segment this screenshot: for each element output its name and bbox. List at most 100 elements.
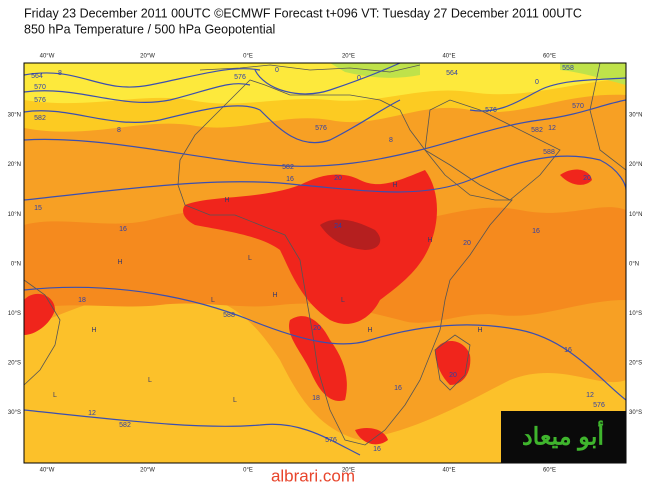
pressure-mark: H [392,182,397,189]
logo-text: أبو ميعاد [522,418,604,451]
contour-label: 12 [586,392,594,399]
pressure-mark: L [233,397,237,404]
pressure-mark: H [224,197,229,204]
contour-label: 16 [119,226,127,233]
contour-label: 570 [34,84,46,91]
contour-label: 12 [88,410,96,417]
contour-label: 582 [34,115,46,122]
contour-label: 576 [234,74,246,81]
lat-label: 10°N [8,212,21,218]
coastline-other [24,64,421,386]
contour-lines [24,63,626,456]
contour-label: 16 [564,347,572,354]
contour-label: 18 [78,297,86,304]
lon-label: 40°W [40,468,55,474]
temp-red [24,169,592,445]
contour-label: 588 [223,312,235,319]
lon-label: 0°E [243,468,253,474]
temp-darkred [320,219,381,250]
lon-label: 20°E [342,54,355,60]
lon-label: 40°E [442,468,455,474]
lat-label: 20°N [8,162,21,168]
pressure-mark: H [367,327,372,334]
contour-label: 576 [34,97,46,104]
contour-label: 588 [543,149,555,156]
contour-label: 12 [548,125,556,132]
pressure-mark: L [148,377,152,384]
lon-label: 40°E [442,54,455,60]
logo-box [501,411,626,463]
contour-label: 576 [485,107,497,114]
contour-label: 582 [282,164,294,171]
contour-label: 582 [531,127,543,134]
lat-label: 0°N [11,261,21,267]
temp-red [183,170,437,324]
lat-label: 0°N [629,261,639,267]
contour-label: 18 [312,395,320,402]
coastline-madagascar [434,334,471,391]
contour-label: 0 [535,79,539,86]
lat-label: 10°N [629,212,642,218]
contour-label: 8 [117,127,121,134]
lon-label: 20°E [342,468,355,474]
contour-label: 0 [275,67,279,74]
contour-label: 564 [446,70,458,77]
lon-label: 40°W [40,54,55,60]
contour-label: 16 [373,446,381,453]
pressure-mark: L [211,297,215,304]
lon-label: 60°E [543,468,556,474]
contour-label: 582 [119,422,131,429]
contour-label: 20 [449,372,457,379]
lat-label: 30°N [8,113,21,119]
pressure-mark: H [477,327,482,334]
labels: 40°W 40°W 20°W 20°W 0°E 0°E 20°E 20°E 40°E 40°E 60… [8,54,643,474]
contour-label: 0 [357,75,361,82]
temp-red [289,316,347,401]
watermark: albrari.com [271,466,355,485]
coastline-africa [177,79,513,446]
pressure-mark: L [248,255,252,262]
contour-label: 24 [334,223,342,230]
lon-label: 0°E [243,54,253,60]
contour-label: 20 [463,240,471,247]
contour-label: 564 [31,73,43,80]
temp-lightyellow [24,63,626,104]
contour-label: 16 [286,176,294,183]
coastline-asia [424,63,626,201]
contour-label: 570 [572,103,584,110]
contour-label: 15 [34,205,42,212]
pressure-mark: H [272,292,277,299]
pressure-mark: H [117,259,122,266]
pressure-mark: H [427,237,432,244]
pressure-mark: L [341,297,345,304]
title: Friday 23 December 2011 00UTC ©ECMWF For… [24,6,582,20]
subtitle: 850 hPa Temperature / 500 hPa Geopotenti… [24,22,275,36]
lat-label: 10°S [8,311,21,317]
lat-label: 20°N [629,162,642,168]
contour-label: 576 [325,437,337,444]
lon-label: 20°W [140,54,155,60]
map-frame [23,62,627,464]
lat-label: 10°S [629,311,642,317]
contour-label: 8 [389,137,393,144]
pressure-mark: L [53,392,57,399]
contour-label: 576 [593,402,605,409]
contour-label: 20 [313,325,321,332]
contour-label: 558 [562,65,574,72]
contour-label: 16 [394,385,402,392]
pressure-mark: H [91,327,96,334]
contour-label: 8 [58,70,62,77]
contour-label: 20 [583,175,591,182]
contour-label: 20 [334,175,342,182]
lon-label: 20°W [140,468,155,474]
lat-label: 30°N [629,113,642,119]
contour-label: 576 [315,125,327,132]
lat-label: 20°S [8,361,21,367]
lat-label: 20°S [629,361,642,367]
lat-label: 30°S [629,410,642,416]
lat-label: 30°S [8,410,21,416]
field [24,63,626,463]
contour-label: 16 [532,228,540,235]
